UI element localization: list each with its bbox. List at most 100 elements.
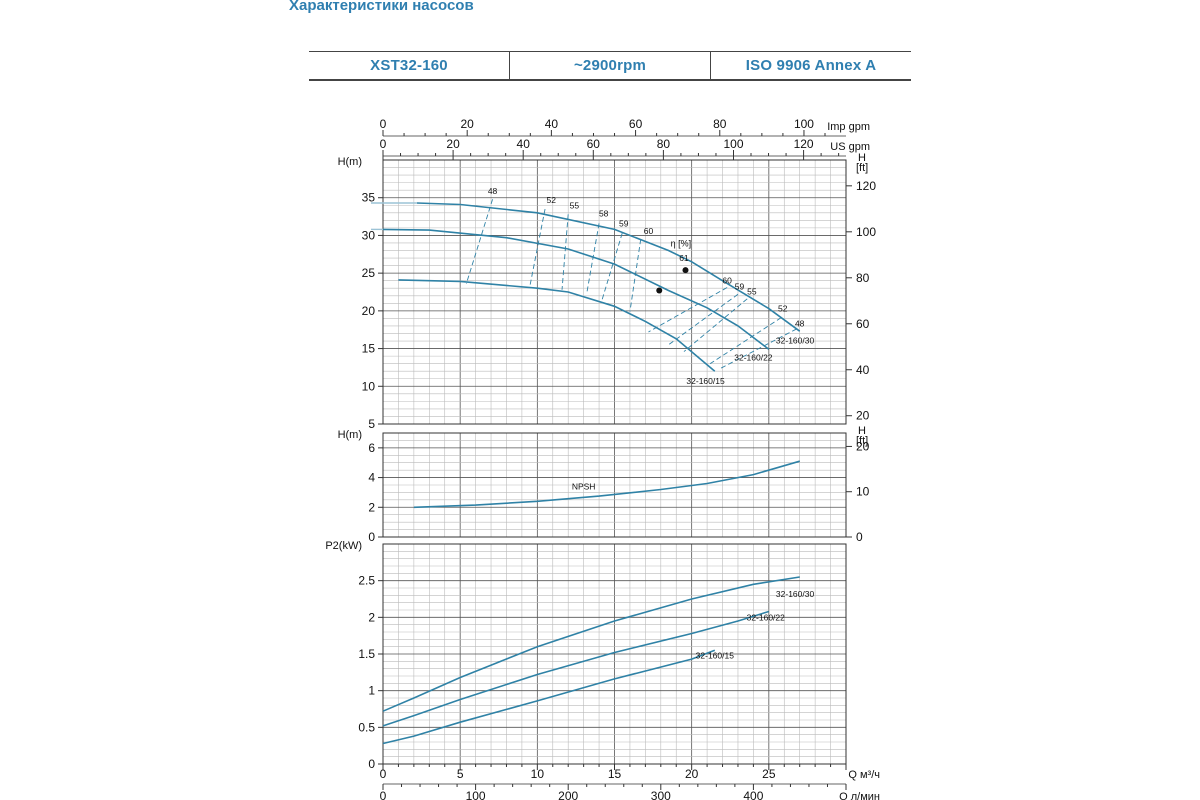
series-line-32-160-15: [382, 649, 716, 745]
efficiency-label: 55: [747, 286, 757, 296]
curve-label: 32-160/22: [734, 353, 773, 363]
efficiency-label: 55: [570, 200, 580, 210]
efficiency-line: [719, 328, 797, 370]
top-axis-unit: US gpm: [830, 141, 870, 153]
efficiency-axis-label: η [%]: [671, 239, 692, 249]
y2-tick-label: 120: [856, 179, 876, 193]
y2-axis-label: H: [858, 425, 866, 437]
top-axis-tick-label: 60: [587, 137, 601, 151]
y2-tick-label: 20: [856, 439, 870, 453]
y-tick-label: 10: [362, 379, 376, 393]
chart-panel-head: [371, 159, 852, 425]
curve-label: 32-160/15: [696, 650, 735, 660]
y2-tick-label: 60: [856, 317, 870, 331]
curve-label: 32-160/22: [747, 612, 786, 622]
y-tick-label: 15: [362, 342, 376, 356]
efficiency-line: [668, 293, 739, 346]
efficiency-line: [709, 317, 782, 365]
y2-axis-label: H: [858, 152, 866, 164]
bottom-axis-unit: Q м³/ч: [848, 769, 880, 781]
efficiency-label: 48: [488, 186, 498, 196]
efficiency-label: 59: [619, 218, 629, 228]
bottom-axis-tick-label: 15: [608, 767, 622, 781]
curve-label: NPSH: [572, 481, 596, 491]
speed-cell: ~2900rpm: [509, 52, 710, 79]
y-tick-label: 25: [362, 266, 376, 280]
y-tick-label: 0.5: [358, 720, 375, 734]
y2-axis-unit: [ft]: [856, 162, 868, 174]
y2-tick-label: 40: [856, 363, 870, 377]
efficiency-label: 60: [644, 226, 654, 236]
top-axis-tick-label: 100: [794, 117, 814, 131]
y-tick-label: 4: [368, 471, 375, 485]
efficiency-line: [601, 233, 623, 300]
efficiency-label: 58: [599, 209, 609, 219]
y2-axis-unit: [ft]: [856, 435, 868, 447]
y2-tick-label: 10: [856, 485, 870, 499]
y2-tick-label: 100: [856, 225, 876, 239]
y-tick-label: 30: [362, 228, 376, 242]
bottom-axis-tick-label: 25: [762, 767, 776, 781]
page-title: Характеристики насосов: [289, 0, 474, 14]
y-tick-label: 2: [368, 500, 375, 514]
efficiency-line: [648, 287, 728, 333]
bottom-axis-tick-label: 400: [743, 789, 763, 800]
bottom-axis-tick-label: 0: [380, 767, 387, 781]
top-axis-tick-label: 80: [713, 117, 727, 131]
bottom-axis-tick-label: 10: [531, 767, 545, 781]
best-efficiency-point: [656, 287, 663, 294]
top-axis-tick-label: 60: [629, 117, 643, 131]
y-axis-label: H(m): [338, 156, 362, 168]
y2-tick-label: 0: [856, 530, 863, 544]
bottom-axis-tick-label: 5: [457, 767, 464, 781]
bottom-axis-tick-label: 0: [380, 789, 387, 800]
efficiency-label: 61: [679, 253, 689, 263]
top-axis-tick-label: 100: [723, 137, 743, 151]
curve-label: 32-160/30: [776, 335, 815, 345]
top-axis-tick-label: 20: [446, 137, 460, 151]
chart-panel-power: [378, 543, 847, 765]
efficiency-line: [529, 208, 546, 288]
y2-tick-label: 20: [856, 409, 870, 423]
y2-tick-label: 80: [856, 271, 870, 285]
standard-cell: ISO 9906 Annex A: [710, 52, 911, 79]
y-tick-label: 1: [368, 684, 375, 698]
bottom-axis-tick-label: 200: [558, 789, 578, 800]
pump-spec-header: XST32-160 ~2900rpm ISO 9906 Annex A: [309, 51, 911, 81]
y-tick-label: 35: [362, 191, 376, 205]
top-axis-unit: Imp gpm: [827, 121, 870, 133]
curve-label: 32-160/15: [686, 376, 725, 386]
y-tick-label: 20: [362, 304, 376, 318]
plot-frame: [382, 159, 847, 425]
plot-frame: [382, 432, 847, 538]
curve-label: 32-160/30: [776, 589, 815, 599]
efficiency-label: 60: [722, 276, 732, 286]
chart-panel-npsh: [378, 432, 852, 538]
series-line-32-160-22: [382, 610, 770, 727]
y-tick-label: 6: [368, 441, 375, 455]
y-axis-label: P2(kW): [325, 540, 362, 552]
bottom-axis-tick-label: 300: [651, 789, 671, 800]
bottom-axis-tick-label: 100: [466, 789, 486, 800]
series-line-NPSH: [413, 460, 800, 509]
bottom-axis-tick-label: 20: [685, 767, 699, 781]
efficiency-label: 52: [778, 304, 788, 314]
y-tick-label: 5: [368, 417, 375, 431]
top-axis-tick-label: 40: [545, 117, 559, 131]
efficiency-line: [629, 239, 642, 312]
best-efficiency-point: [682, 267, 689, 274]
efficiency-label: 59: [735, 282, 745, 292]
top-axis-tick-label: 120: [794, 137, 814, 151]
series-line-32-160-15: [398, 279, 716, 372]
top-axis-tick-label: 20: [461, 117, 475, 131]
efficiency-label: 52: [546, 195, 556, 205]
model-cell: XST32-160: [370, 57, 448, 74]
efficiency-label: 48: [795, 319, 805, 329]
series-line-32-160-22: [382, 228, 770, 350]
top-axis-tick-label: 0: [380, 137, 387, 151]
y-tick-label: 0: [368, 757, 375, 771]
y-tick-label: 0: [368, 530, 375, 544]
efficiency-line: [465, 199, 494, 284]
efficiency-line: [561, 214, 569, 290]
